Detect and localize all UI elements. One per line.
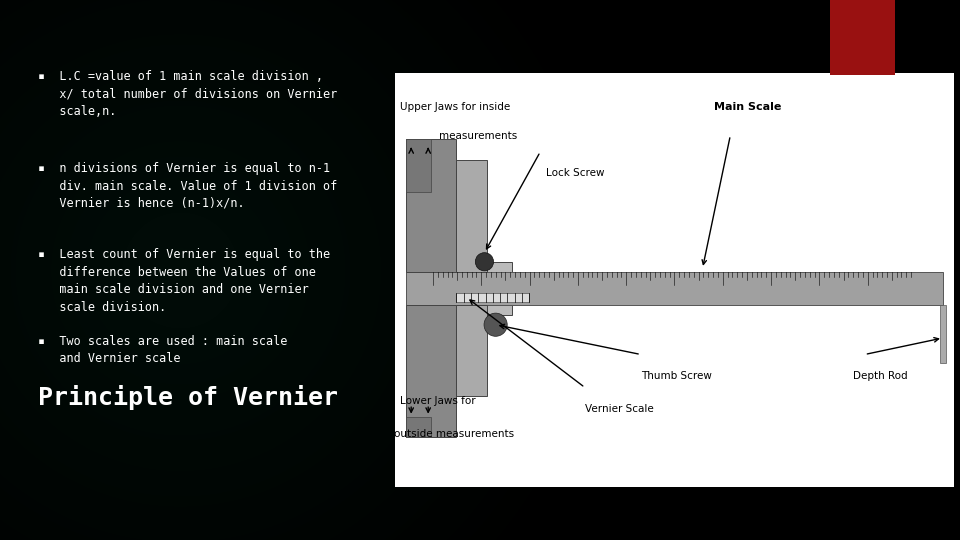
Text: ▪  Two scales are used : main scale
   and Vernier scale: ▪ Two scales are used : main scale and V…	[38, 335, 288, 365]
Text: Vernier Scale: Vernier Scale	[585, 404, 654, 414]
Bar	[457, 160, 488, 272]
Bar	[406, 272, 943, 305]
Text: 🔊: 🔊	[923, 488, 938, 512]
Circle shape	[484, 313, 507, 336]
Circle shape	[475, 253, 493, 271]
Bar	[406, 417, 431, 437]
Bar	[940, 305, 946, 363]
Text: Principle of Vernier: Principle of Vernier	[38, 386, 338, 410]
Bar	[406, 139, 457, 272]
Bar	[406, 305, 457, 437]
Text: Main Scale: Main Scale	[713, 102, 781, 112]
Bar	[457, 293, 529, 301]
Text: ▪  n divisions of Vernier is equal to n-1
   div. main scale. Value of 1 divisio: ▪ n divisions of Vernier is equal to n-1…	[38, 162, 338, 210]
Text: ▪  Least count of Vernier is equal to the
   difference between the Values of on: ▪ Least count of Vernier is equal to the…	[38, 248, 330, 314]
Text: Lock Screw: Lock Screw	[546, 168, 605, 178]
Bar	[830, 0, 895, 75]
Text: outside measurements: outside measurements	[395, 429, 515, 439]
Text: Depth Rod: Depth Rod	[853, 371, 908, 381]
Bar	[395, 73, 954, 487]
Bar	[406, 139, 431, 192]
Bar	[457, 262, 513, 315]
Text: Upper Jaws for inside: Upper Jaws for inside	[400, 102, 511, 112]
Bar	[457, 305, 488, 396]
Text: Thumb Screw: Thumb Screw	[641, 371, 711, 381]
Text: ▪  L.C =value of 1 main scale division ,
   x/ total number of divisions on Vern: ▪ L.C =value of 1 main scale division , …	[38, 70, 338, 118]
Text: Lower Jaws for: Lower Jaws for	[400, 396, 475, 406]
Text: measurements: measurements	[439, 131, 517, 141]
